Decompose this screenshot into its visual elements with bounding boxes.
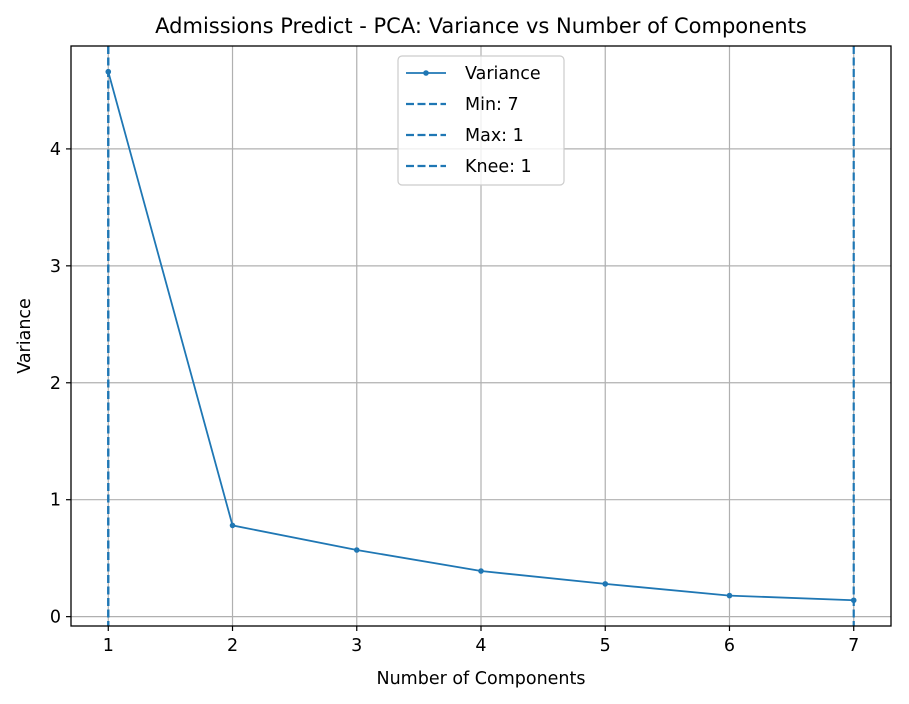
grid	[71, 46, 891, 626]
x-tick-label: 1	[103, 636, 114, 656]
x-tick-label: 7	[848, 636, 859, 656]
legend-label: Min: 7	[465, 95, 519, 115]
y-axis-ticks: 0 1 2 3 4	[50, 140, 71, 628]
legend-box	[397, 55, 565, 186]
reference-lines	[107, 46, 855, 626]
data-series	[105, 68, 857, 604]
y-axis-label: Variance	[15, 298, 35, 374]
x-axis-label: Number of Components	[376, 669, 585, 689]
data-point	[105, 68, 112, 75]
x-tick-label: 4	[475, 636, 486, 656]
y-tick-label: 2	[50, 374, 61, 394]
data-point	[478, 568, 484, 574]
legend-label: Knee: 1	[465, 157, 532, 177]
data-point	[602, 581, 609, 587]
x-tick-label: 6	[724, 636, 735, 656]
x-tick-label: 2	[227, 636, 238, 656]
data-point	[229, 522, 236, 529]
data-point	[726, 592, 733, 599]
legend-label: Variance	[465, 64, 541, 84]
y-tick-label: 1	[50, 491, 61, 511]
data-point	[850, 597, 857, 604]
y-tick-label: 3	[50, 257, 61, 277]
legend-label: Max: 1	[465, 126, 524, 146]
data-point	[353, 547, 360, 553]
legend-marker	[423, 70, 429, 76]
chart-title: Admissions Predict - PCA: Variance vs Nu…	[155, 14, 807, 38]
x-tick-label: 3	[351, 636, 362, 656]
legend: Variance Min: 7 Max: 1 Knee: 1	[397, 55, 565, 186]
y-tick-label: 0	[50, 608, 61, 628]
x-tick-label: 5	[600, 636, 611, 656]
y-tick-label: 4	[50, 140, 61, 160]
x-axis-ticks: 1 2 3 4 5 6 7	[103, 626, 859, 656]
